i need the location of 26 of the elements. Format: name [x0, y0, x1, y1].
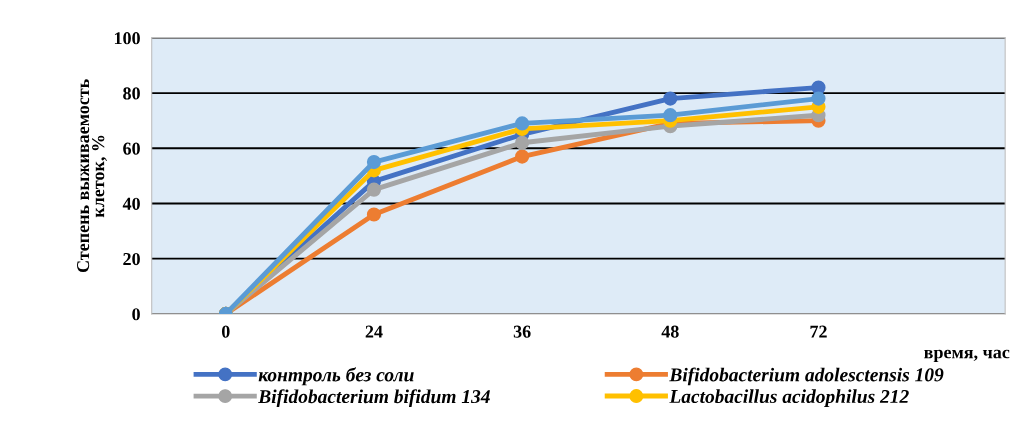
- y-tick-label: 60: [123, 142, 140, 155]
- y-tick-label: 40: [122, 197, 140, 210]
- legend-label: Bifidobacterium bifidum 134: [258, 389, 490, 408]
- y-axis-title: Степень выживаемость клеток, %: [77, 79, 107, 273]
- point: [366, 207, 382, 222]
- legend-label: контроль без соли: [258, 367, 414, 386]
- point: [366, 182, 382, 197]
- point: [366, 154, 382, 170]
- legend-label: Lactobacillus acidophilus 212: [669, 389, 909, 407]
- x-tick-label: 48: [661, 325, 679, 338]
- x-tick-label: 36: [513, 325, 531, 338]
- point: [515, 135, 530, 150]
- point: [515, 149, 530, 164]
- y-tick-label: 20: [123, 252, 140, 266]
- x-tick-label: 24: [365, 325, 383, 338]
- x-axis-title: время, час: [924, 349, 1010, 363]
- point: [663, 108, 678, 123]
- point: [811, 91, 826, 106]
- y-tick-label: 0: [132, 308, 140, 321]
- y-tick-label: 80: [123, 87, 140, 100]
- x-tick-label: 0: [221, 325, 230, 338]
- point: [515, 116, 530, 131]
- y-tick-label: 100: [114, 32, 140, 45]
- legend-label: Bifidobacterium adolesctensis 109: [669, 367, 944, 386]
- x-tick-label: 72: [810, 325, 827, 338]
- point: [663, 91, 678, 106]
